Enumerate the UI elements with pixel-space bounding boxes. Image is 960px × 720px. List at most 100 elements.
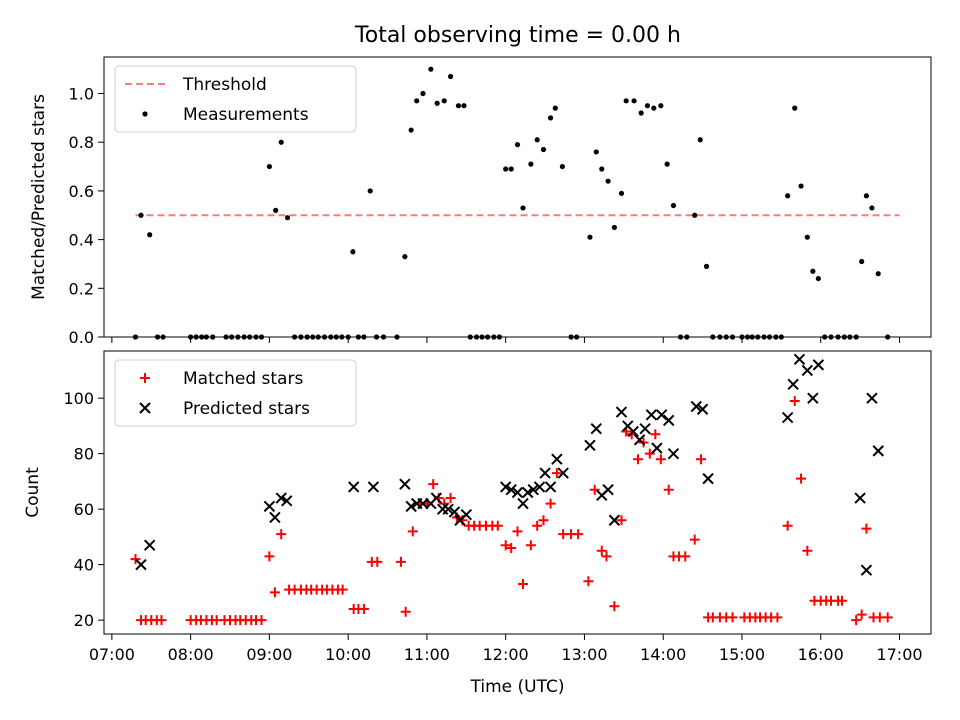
measurement-point (241, 334, 247, 340)
predicted-star-marker (557, 467, 569, 479)
measurement-point (778, 334, 784, 340)
measurement-point (298, 334, 304, 340)
matched-star-marker (680, 551, 691, 562)
predicted-star-marker (807, 392, 819, 404)
measurement-point (273, 207, 279, 213)
measurement-point (885, 334, 891, 340)
measurement-point (664, 161, 670, 167)
measurement-point (859, 258, 865, 265)
predicted-star-marker (448, 506, 461, 518)
measurement-point (284, 215, 291, 221)
measurement-point (697, 137, 703, 143)
matched-star-marker (276, 529, 287, 540)
legend-label: Measurements (183, 105, 309, 125)
legend-predicted-marker (139, 402, 151, 414)
legend: Threshold Measurements (114, 65, 357, 133)
y-tick-label: 0.8 (69, 133, 94, 152)
measurement-point (684, 334, 690, 340)
measurement-point (292, 334, 298, 340)
measurement-point (677, 334, 684, 340)
measurement-point (841, 334, 847, 340)
measurement-point (414, 98, 420, 104)
measurement-point (623, 98, 629, 104)
matched-star-marker (264, 551, 275, 562)
matched-star-marker (836, 595, 847, 606)
measurement-point (235, 334, 241, 340)
matched-star-marker (506, 542, 517, 553)
matched-star-marker (532, 520, 543, 531)
measurement-point (853, 334, 859, 340)
predicted-star-marker (812, 359, 825, 371)
measurement-point (631, 98, 637, 104)
predicted-star-marker (633, 434, 646, 446)
matched-star-marker (400, 606, 411, 617)
measurement-point (455, 103, 462, 109)
matched-star-marker (851, 615, 862, 626)
measurement-point (223, 334, 229, 340)
measurement-point (875, 271, 881, 277)
series-predicted-stars (135, 353, 884, 576)
measurement-point (315, 334, 321, 340)
predicted-star-marker (263, 500, 276, 513)
matched-star-marker (492, 520, 503, 531)
predicted-star-marker (405, 500, 417, 513)
predicted-star-marker (460, 508, 473, 521)
measurement-point (815, 275, 821, 282)
predicted-star-marker (527, 484, 539, 496)
y-tick-label: 0.6 (69, 182, 94, 201)
x-tick-label: 08:00 (168, 645, 214, 664)
measurement-point (744, 334, 751, 340)
predicted-star-marker (866, 392, 878, 404)
measurement-point (828, 334, 834, 340)
predicted-star-marker (793, 353, 806, 366)
matched-star-marker (696, 454, 707, 465)
measurement-point (373, 334, 380, 340)
x-tick-label: 17:00 (876, 645, 922, 664)
matched-star-marker (358, 604, 369, 615)
predicted-star-marker (801, 364, 814, 377)
legend-label: Matched stars (183, 369, 303, 389)
matched-star-marker (596, 545, 607, 556)
predicted-star-marker (651, 442, 663, 454)
y-tick-label: 80 (74, 445, 94, 464)
predicted-star-marker (430, 492, 443, 504)
predicted-star-marker (872, 445, 884, 457)
measurement-point (766, 334, 773, 340)
measurement-point (503, 166, 509, 172)
x-tick-label: 07:00 (89, 645, 135, 664)
x-tick-label: 15:00 (719, 645, 765, 664)
predicted-star-marker (608, 514, 621, 526)
measurement-point (528, 161, 534, 167)
matched-star-marker (609, 601, 620, 612)
measurement-point (717, 334, 723, 340)
measurement-point (540, 146, 547, 153)
x-tick-label: 14:00 (640, 645, 686, 664)
measurement-point (552, 105, 558, 111)
predicted-star-marker (135, 558, 147, 571)
axes-frame (103, 56, 932, 338)
measurement-point (154, 334, 161, 340)
measurement-point (441, 98, 447, 104)
measurement-point (835, 334, 841, 340)
measurement-point (761, 334, 767, 340)
measurement-point (651, 105, 657, 111)
y-tick-label: 40 (74, 556, 94, 575)
figure-title: Total observing time = 0.00 h (354, 23, 681, 48)
measurement-point (792, 105, 798, 111)
matched-star-marker (545, 498, 556, 509)
measurement-point (484, 334, 491, 340)
measurement-point (710, 334, 716, 340)
y-tick-label: 20 (74, 611, 94, 630)
measurement-point (804, 234, 810, 240)
x-tick-label: 12:00 (483, 645, 529, 664)
legend-label: Threshold (182, 75, 267, 95)
matched-star-marker (445, 493, 456, 504)
y-tick-label: 1.0 (69, 85, 94, 104)
measurement-point (394, 334, 400, 340)
measurement-point (863, 193, 870, 199)
matched-star-marker (882, 612, 893, 623)
predicted-star-marker (663, 414, 675, 427)
matched-star-marker (663, 484, 674, 495)
measurement-point (723, 334, 729, 340)
